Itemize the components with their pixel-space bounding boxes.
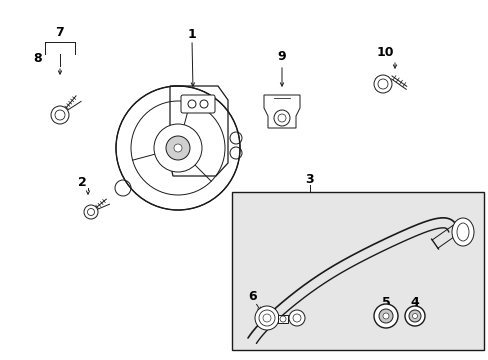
Circle shape	[408, 310, 420, 322]
Text: 7: 7	[56, 27, 64, 40]
Circle shape	[412, 314, 417, 319]
Bar	[231, 192, 483, 350]
Circle shape	[174, 144, 182, 152]
Text: 9: 9	[277, 50, 286, 63]
Circle shape	[288, 310, 305, 326]
Circle shape	[154, 124, 202, 172]
Text: 1: 1	[187, 28, 196, 41]
Circle shape	[373, 304, 397, 328]
Circle shape	[382, 313, 388, 319]
Text: 2: 2	[78, 176, 86, 189]
Circle shape	[404, 306, 424, 326]
Circle shape	[273, 110, 289, 126]
Polygon shape	[170, 86, 227, 176]
Text: 4: 4	[410, 296, 419, 309]
Circle shape	[254, 306, 279, 330]
Ellipse shape	[451, 218, 473, 246]
Polygon shape	[264, 95, 299, 128]
Text: 8: 8	[34, 51, 42, 64]
Text: 6: 6	[248, 289, 257, 302]
Circle shape	[84, 205, 98, 219]
Text: 3: 3	[305, 174, 314, 186]
Circle shape	[165, 136, 190, 160]
Text: 10: 10	[375, 45, 393, 58]
FancyBboxPatch shape	[181, 95, 215, 113]
Circle shape	[51, 106, 69, 124]
Circle shape	[373, 75, 391, 93]
Circle shape	[378, 309, 392, 323]
Bar	[278, 315, 287, 323]
Text: 5: 5	[381, 296, 389, 309]
